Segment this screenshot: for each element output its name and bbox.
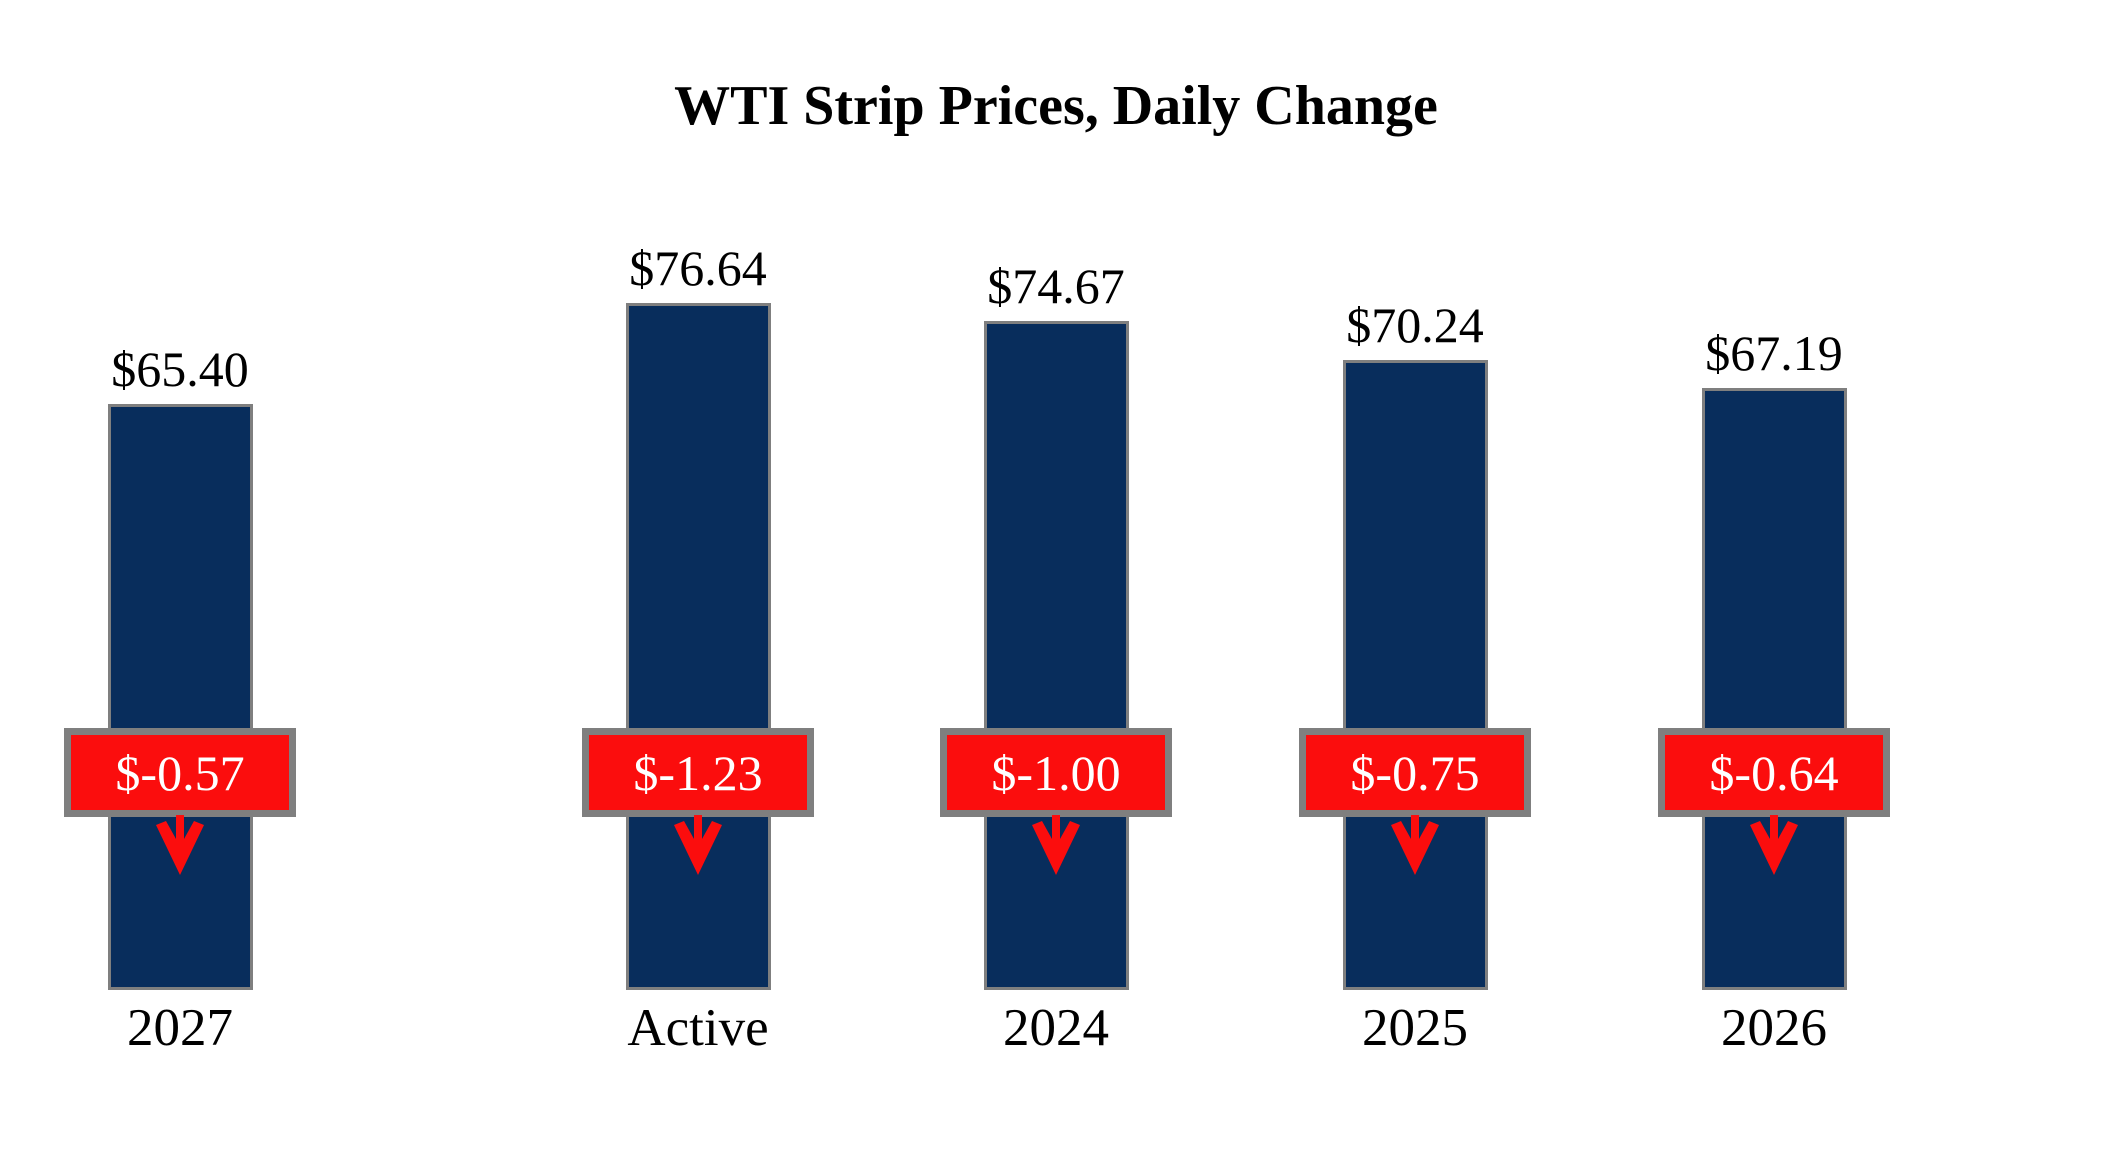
change-badge: $-0.75: [1299, 728, 1531, 817]
price-bar: [1702, 388, 1847, 990]
category-label: 2026: [1721, 999, 1827, 1057]
change-badge: $-1.23: [582, 728, 814, 817]
down-arrow-icon: [1391, 815, 1439, 875]
price-bar: [984, 321, 1129, 990]
price-label: $67.19: [1705, 325, 1843, 381]
down-arrow-icon: [156, 815, 204, 875]
bar-group-active: $76.64 $-1.23 Active: [518, 0, 878, 1152]
bar-group-2024: $74.67 $-1.00 2024: [876, 0, 1236, 1152]
down-arrow-icon: [1032, 815, 1080, 875]
category-label: 2025: [1362, 999, 1468, 1057]
category-label: 2024: [1003, 999, 1109, 1057]
bar-group-2025: $70.24 $-0.75 2025: [1235, 0, 1595, 1152]
price-label: $74.67: [987, 258, 1125, 314]
price-bar: [626, 303, 771, 990]
price-bar: [1343, 360, 1488, 990]
category-label: 2027: [127, 999, 233, 1057]
change-badge: $-0.64: [1658, 728, 1890, 817]
change-label: $-1.00: [991, 744, 1121, 801]
change-badge: $-1.00: [940, 728, 1172, 817]
price-label: $65.40: [111, 341, 249, 397]
change-label: $-0.64: [1709, 744, 1839, 801]
bar-group-2027: $65.40 $-0.57 2027: [0, 0, 360, 1152]
price-label: $70.24: [1346, 297, 1484, 353]
category-label: Active: [627, 999, 769, 1057]
down-arrow-icon: [674, 815, 722, 875]
price-bar: [108, 404, 253, 990]
change-label: $-0.75: [1350, 744, 1480, 801]
chart-title: WTI Strip Prices, Daily Change: [674, 75, 1438, 137]
change-label: $-1.23: [633, 744, 763, 801]
change-badge: $-0.57: [64, 728, 296, 817]
down-arrow-icon: [1750, 815, 1798, 875]
change-label: $-0.57: [115, 744, 245, 801]
bar-group-2026: $67.19 $-0.64 2026: [1594, 0, 1954, 1152]
price-label: $76.64: [629, 240, 767, 296]
